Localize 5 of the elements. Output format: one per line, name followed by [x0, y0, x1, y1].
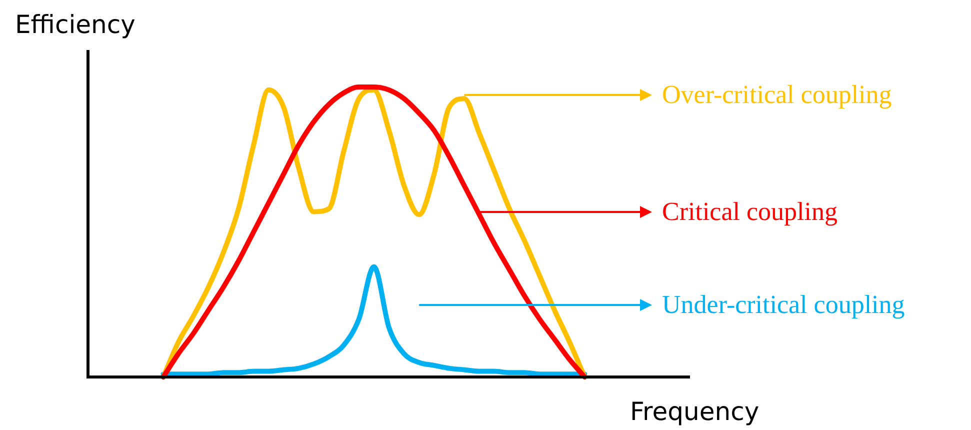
- legend-label: Under-critical coupling: [662, 290, 905, 319]
- x-axis-title: Frequency: [630, 397, 760, 426]
- legend-label: Over-critical coupling: [662, 80, 892, 109]
- y-axis-title: Efficiency: [15, 10, 136, 39]
- legend-label: Critical coupling: [662, 196, 838, 226]
